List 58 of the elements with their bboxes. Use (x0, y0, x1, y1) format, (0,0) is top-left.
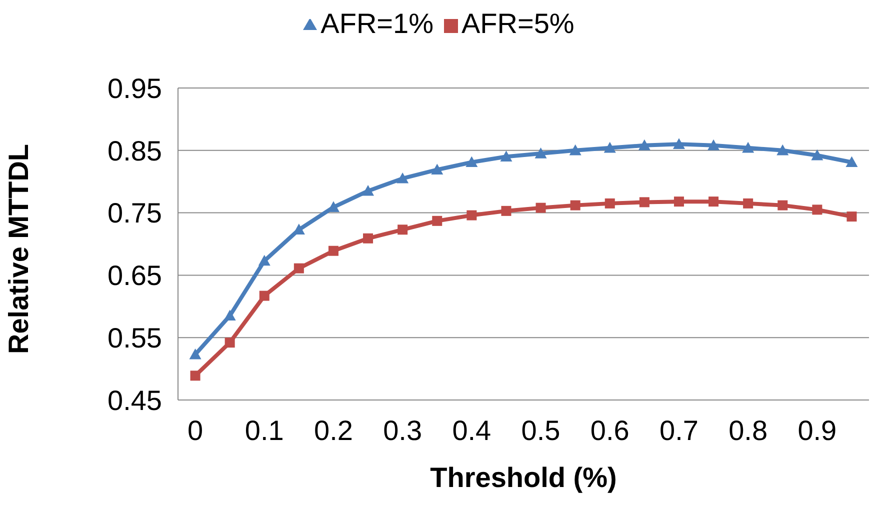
point (189, 348, 202, 360)
x-tick-label: 0.8 (728, 414, 768, 446)
point (638, 139, 650, 150)
point (569, 144, 582, 156)
y-tick-label: 0.85 (108, 135, 162, 166)
point (811, 149, 824, 160)
point (328, 246, 338, 256)
point (466, 156, 478, 168)
y-tick-label: 0.55 (108, 322, 162, 354)
point (846, 212, 857, 222)
point (604, 142, 616, 153)
point (396, 172, 409, 184)
point (363, 233, 374, 244)
point (362, 184, 374, 196)
x-tick-label: 0.5 (521, 414, 560, 446)
x-tick-label: 0.7 (660, 414, 698, 446)
point (224, 310, 236, 321)
point (224, 338, 235, 348)
x-axis-title: Threshold (%) (430, 462, 617, 493)
point (432, 216, 442, 226)
point (501, 206, 512, 216)
point (778, 200, 788, 210)
point (398, 224, 408, 235)
point (672, 138, 685, 149)
x-tick-label: 0.6 (590, 414, 630, 446)
y-axis-title: Relative MTTDL (2, 144, 34, 354)
point (708, 196, 719, 207)
point (466, 210, 477, 220)
x-tick-label: 0.4 (452, 414, 492, 446)
point (259, 290, 270, 301)
point (674, 196, 684, 207)
point (812, 204, 822, 215)
point (294, 263, 304, 274)
point (639, 197, 650, 208)
point (708, 139, 720, 150)
point (776, 144, 789, 156)
point (846, 156, 858, 168)
point (190, 370, 200, 381)
x-tick-label: 0.9 (798, 414, 837, 446)
x-tick-label: 0.3 (383, 414, 422, 446)
y-tick-label: 0.65 (108, 260, 162, 292)
point (742, 142, 754, 153)
point (534, 148, 547, 158)
point (604, 198, 615, 208)
point (431, 164, 444, 175)
y-tick-label: 0.45 (108, 384, 162, 416)
x-tick-label: 0.1 (244, 414, 284, 446)
point (743, 198, 754, 208)
y-tick-label: 0.75 (108, 198, 162, 229)
point (258, 254, 270, 266)
point (500, 150, 512, 162)
y-tick-label: 0.95 (108, 72, 162, 104)
x-tick-label: 0 (187, 414, 204, 446)
point (536, 202, 546, 213)
point (570, 200, 580, 210)
x-tick-label: 0.2 (314, 414, 353, 446)
legend-label: AFR=1% (320, 8, 434, 39)
legend-label: AFR=5% (462, 8, 574, 39)
